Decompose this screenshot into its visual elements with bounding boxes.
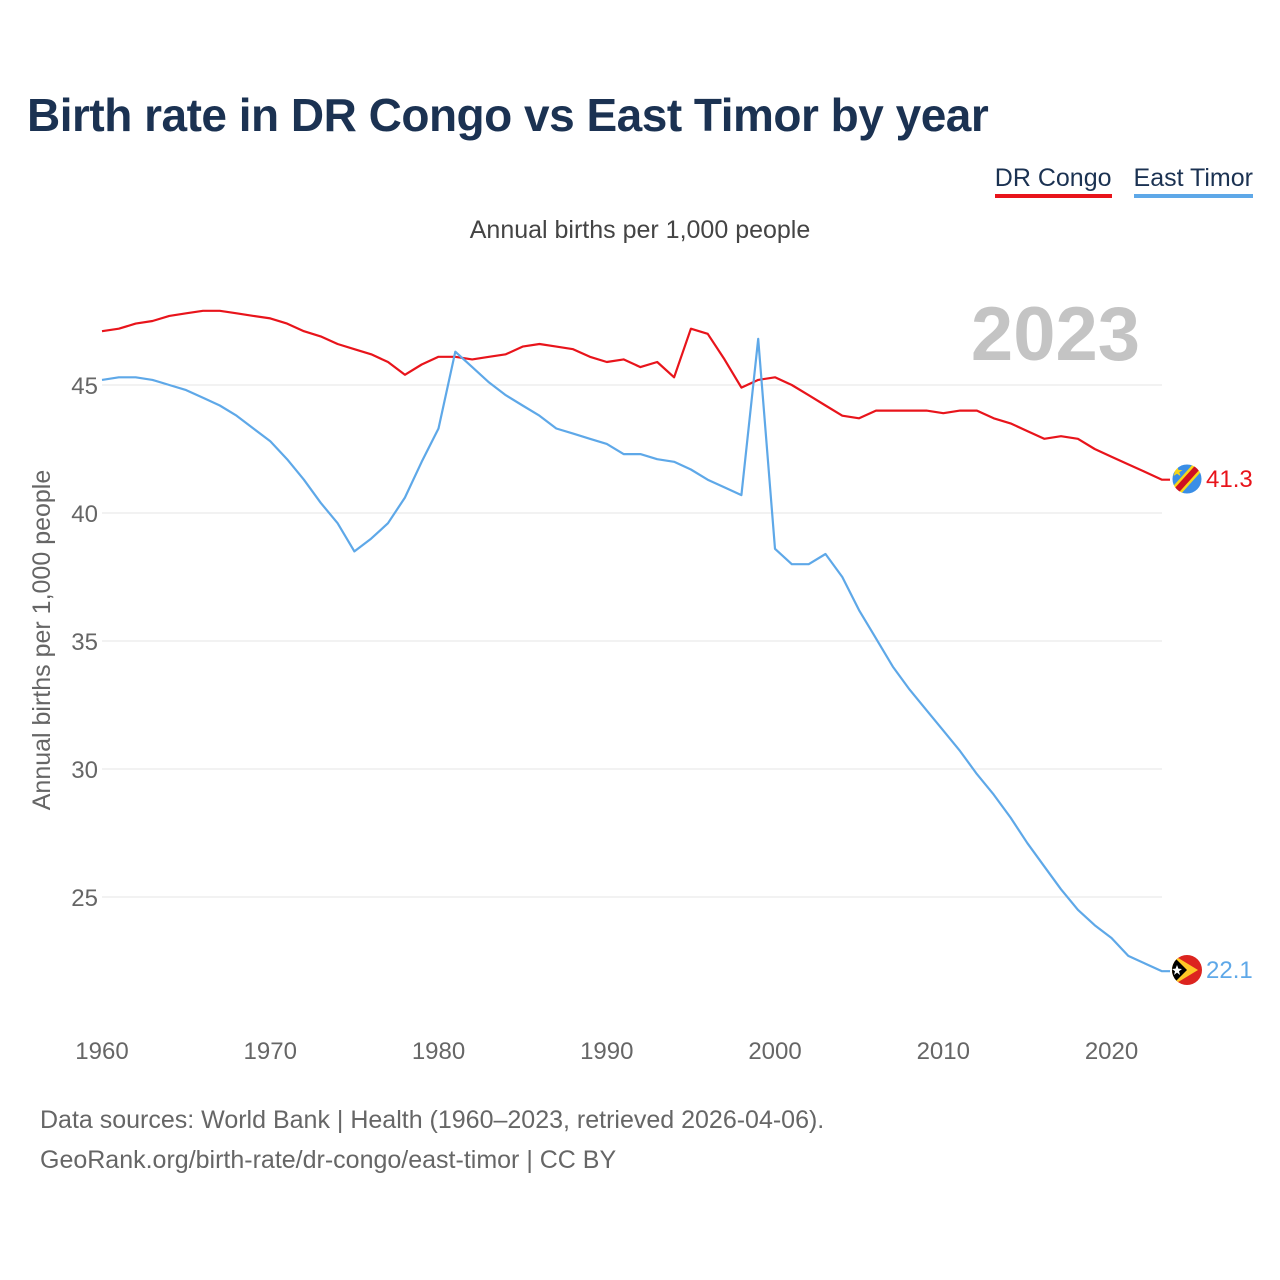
legend-item-east-timor[interactable]: East Timor — [1133, 164, 1253, 198]
legend: DR Congo East Timor — [994, 164, 1253, 198]
x-tick-label: 1970 — [244, 1038, 297, 1065]
grid-lines — [102, 384, 1162, 898]
y-tick-label: 45 — [71, 373, 98, 400]
east-timor-flag-icon — [1172, 955, 1202, 985]
series-line-east-timor[interactable] — [101, 337, 1170, 973]
y-axis-label: Annual births per 1,000 people — [28, 470, 56, 811]
y-tick-labels: 25 30 35 40 45 — [71, 373, 98, 912]
chart-title: Birth rate in DR Congo vs East Timor by … — [27, 89, 989, 141]
x-tick-label: 1980 — [412, 1038, 465, 1065]
x-tick-label: 1960 — [75, 1038, 128, 1065]
legend-item-dr-congo[interactable]: DR Congo — [994, 164, 1112, 198]
dr-congo-flag-icon — [1171, 463, 1203, 495]
chart-subtitle: Annual births per 1,000 people — [469, 216, 811, 244]
year-watermark: 2023 — [971, 292, 1140, 377]
x-tick-labels: 1960 1970 1980 1990 2000 2010 2020 — [75, 1038, 1138, 1065]
series-lines — [101, 309, 1170, 973]
y-tick-label: 30 — [71, 757, 98, 784]
east-timor-end-label: 22.1 — [1206, 957, 1253, 984]
x-tick-label: 1990 — [580, 1038, 633, 1065]
y-tick-label: 35 — [71, 629, 98, 656]
y-tick-label: 40 — [71, 501, 98, 528]
footer-link[interactable]: GeoRank.org/birth-rate/dr-congo/east-tim… — [40, 1146, 617, 1174]
x-tick-label: 2000 — [748, 1038, 801, 1065]
series-line-dr-congo[interactable] — [101, 309, 1170, 481]
footer-sources: Data sources: World Bank | Health (1960–… — [40, 1106, 825, 1134]
x-tick-label: 2010 — [917, 1038, 970, 1065]
dr-congo-end-label: 41.3 — [1206, 466, 1253, 493]
x-tick-label: 2020 — [1085, 1038, 1138, 1065]
y-tick-label: 25 — [71, 885, 98, 912]
